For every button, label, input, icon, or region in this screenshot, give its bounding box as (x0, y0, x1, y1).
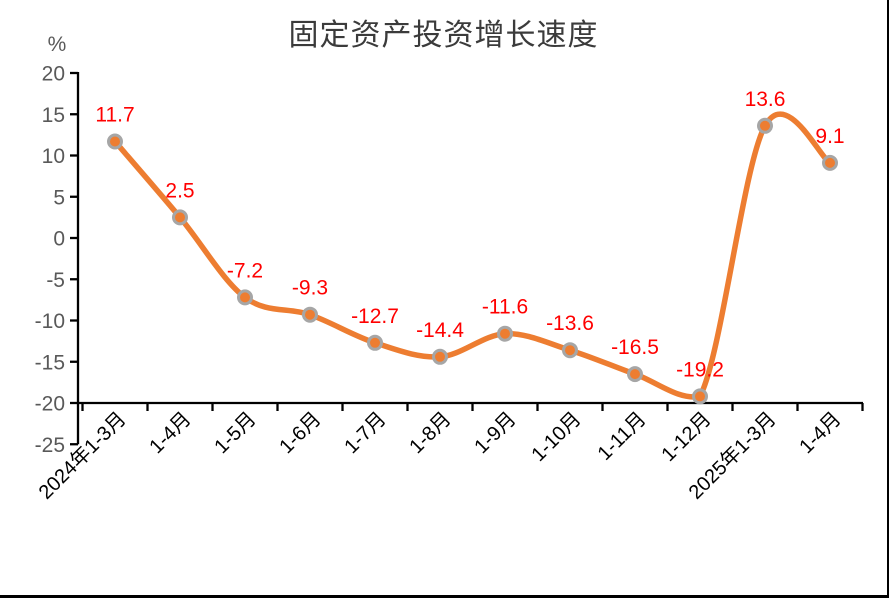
data-point-marker (367, 334, 383, 351)
x-tick-label: 1-4月 (795, 408, 845, 458)
data-label: -13.6 (546, 312, 594, 335)
data-point-marker (822, 154, 838, 171)
data-label: 13.6 (745, 88, 786, 111)
series-line (112, 111, 833, 400)
x-tick-label: 1-10月 (528, 408, 586, 466)
data-label: -16.5 (611, 336, 659, 359)
data-label: 11.7 (95, 104, 134, 127)
x-tick-label: 1-11月 (594, 408, 651, 465)
data-label: -14.4 (416, 319, 464, 342)
data-label: -12.7 (351, 305, 399, 328)
data-label: -19.2 (676, 358, 724, 381)
y-tick-label: 5 (53, 186, 65, 209)
y-tick-label: -20 (35, 393, 65, 416)
y-tick-label: -15 (35, 351, 65, 374)
data-point-marker (497, 325, 513, 342)
y-tick-label: 0 (53, 228, 65, 251)
x-tick-label: 1-5月 (210, 408, 260, 458)
data-label: -7.2 (227, 259, 263, 282)
data-label: -9.3 (292, 277, 328, 300)
chart-title: 固定资产投资增长速度 (288, 19, 599, 52)
y-tick-label: 20 (42, 63, 65, 86)
data-point-marker (172, 209, 188, 226)
y-tick-label: 10 (42, 145, 65, 168)
y-tick-label: -25 (35, 434, 65, 457)
data-point-marker (432, 348, 448, 365)
y-tick-label: -10 (35, 310, 65, 333)
data-label: 9.1 (815, 125, 844, 148)
x-tick-label: 1-6月 (275, 408, 325, 458)
y-tick-label: 15 (42, 104, 65, 127)
data-point-marker (562, 342, 578, 359)
data-point-marker (627, 366, 643, 383)
data-point-marker (237, 289, 253, 306)
x-tick-label: 1-7月 (340, 408, 390, 458)
y-axis-unit-label: % (47, 33, 67, 56)
data-point-marker (757, 117, 773, 134)
data-label: -11.6 (482, 296, 528, 319)
y-tick-label: -5 (46, 269, 65, 292)
x-tick-label: 1-4月 (145, 408, 195, 458)
data-point-marker (302, 306, 318, 323)
x-tick-label: 1-8月 (405, 408, 455, 458)
data-label: 2.5 (165, 179, 194, 202)
x-tick-label: 1-9月 (470, 408, 520, 458)
data-point-marker (107, 133, 123, 150)
x-tick-label: 1-12月 (658, 408, 716, 466)
data-point-marker (692, 388, 708, 405)
